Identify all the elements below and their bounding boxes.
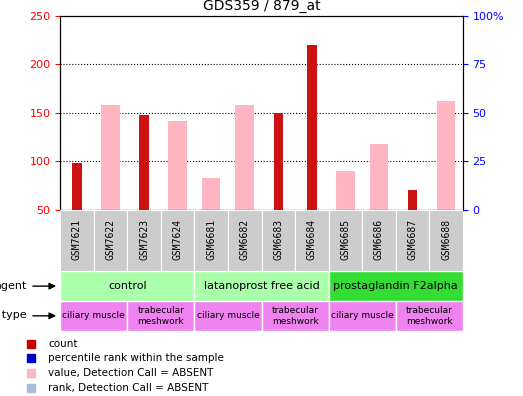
Bar [195, 210, 228, 271]
Text: GSM6685: GSM6685 [340, 219, 350, 260]
Bar [161, 210, 195, 271]
Text: GSM6688: GSM6688 [441, 219, 451, 260]
Bar [195, 271, 328, 301]
Bar [328, 301, 396, 331]
Text: cell type: cell type [0, 310, 27, 320]
Text: rank, Detection Call = ABSENT: rank, Detection Call = ABSENT [48, 383, 209, 393]
Bar [60, 271, 195, 301]
Bar [408, 190, 417, 210]
Bar [94, 210, 127, 271]
Text: trabecular
meshwork: trabecular meshwork [271, 306, 319, 326]
Bar [328, 210, 362, 271]
Bar [396, 301, 463, 331]
Text: ciliary muscle: ciliary muscle [197, 311, 259, 320]
Text: GSM6681: GSM6681 [206, 219, 216, 260]
Bar [295, 210, 328, 271]
Bar [307, 45, 316, 210]
Text: GSM6682: GSM6682 [240, 219, 249, 260]
Bar [396, 210, 429, 271]
Bar [262, 210, 295, 271]
Bar [437, 101, 456, 210]
Bar [336, 171, 355, 210]
Text: agent: agent [0, 280, 27, 291]
Text: GSM6686: GSM6686 [374, 219, 384, 260]
Text: GSM6683: GSM6683 [274, 219, 283, 260]
Text: GSM7621: GSM7621 [72, 219, 82, 260]
Bar [127, 210, 161, 271]
Text: GSM7622: GSM7622 [106, 219, 116, 260]
Text: ciliary muscle: ciliary muscle [62, 311, 125, 320]
Text: trabecular
meshwork: trabecular meshwork [138, 306, 184, 326]
Text: prostaglandin F2alpha: prostaglandin F2alpha [333, 281, 458, 291]
Text: control: control [108, 281, 146, 291]
Bar [195, 301, 262, 331]
Bar [168, 121, 187, 210]
Text: trabecular
meshwork: trabecular meshwork [406, 306, 453, 326]
Bar [60, 301, 127, 331]
Bar [139, 115, 149, 210]
Title: GDS359 / 879_at: GDS359 / 879_at [203, 0, 320, 13]
Text: value, Detection Call = ABSENT: value, Detection Call = ABSENT [48, 368, 213, 378]
Text: latanoprost free acid: latanoprost free acid [203, 281, 320, 291]
Text: GSM7624: GSM7624 [173, 219, 183, 260]
Text: GSM7623: GSM7623 [139, 219, 149, 260]
Bar [72, 163, 82, 210]
Text: ciliary muscle: ciliary muscle [331, 311, 393, 320]
Text: percentile rank within the sample: percentile rank within the sample [48, 353, 224, 364]
Text: count: count [48, 339, 77, 349]
Bar [328, 271, 463, 301]
Bar [202, 178, 220, 210]
Bar [274, 113, 283, 210]
Bar [101, 105, 120, 210]
Bar [127, 301, 195, 331]
Bar [228, 210, 262, 271]
Bar [429, 210, 463, 271]
Bar [60, 210, 94, 271]
Text: GSM6684: GSM6684 [307, 219, 317, 260]
Bar [362, 210, 396, 271]
Bar [235, 105, 254, 210]
Text: GSM6687: GSM6687 [407, 219, 417, 260]
Bar [262, 301, 328, 331]
Bar [370, 144, 388, 210]
